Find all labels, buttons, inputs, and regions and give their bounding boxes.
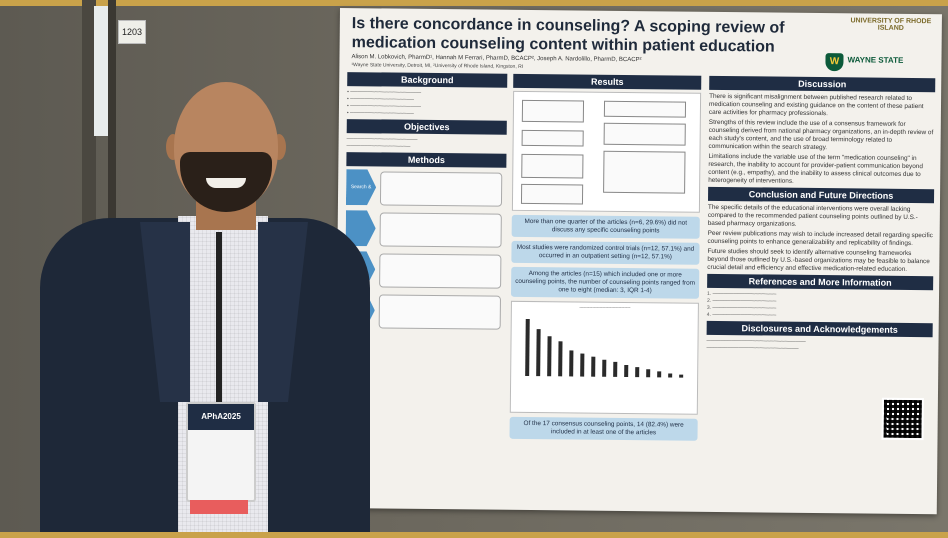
disclosures-text: ──────────────────────────── ────────────… — [706, 337, 806, 352]
counseling-points-chart: ──────────────── — [509, 300, 699, 415]
flow-box — [603, 150, 686, 194]
flow-box — [603, 100, 687, 118]
section-header-results: Results — [513, 73, 702, 90]
chart-bar — [657, 371, 662, 378]
flow-box — [521, 129, 584, 147]
chart-bar — [679, 374, 684, 378]
chart-bar — [558, 341, 563, 377]
chart-bar — [547, 336, 552, 377]
methods-box — [379, 171, 503, 207]
section-header-discussion: Discussion — [709, 75, 936, 93]
result-box: Of the 17 consensus counseling points, 1… — [509, 416, 698, 441]
chart-bar — [646, 369, 651, 378]
methods-box — [379, 253, 502, 289]
chart-title: ──────────────── — [579, 304, 631, 311]
chart-bar — [602, 359, 607, 377]
prisma-flow-diagram — [511, 90, 702, 213]
chart-bar — [635, 367, 640, 378]
poster-title: Is there concordance in counseling? A sc… — [351, 15, 785, 56]
poster-column-middle: Results More than one quarter of the art… — [509, 73, 702, 445]
background-window — [94, 6, 108, 136]
methods-box — [378, 294, 501, 330]
chart-bar — [624, 364, 629, 378]
chart-bar — [613, 361, 618, 377]
flow-box — [521, 99, 585, 123]
uri-logo: UNIVERSITY OF RHODE ISLAND — [850, 17, 932, 32]
flow-box — [520, 183, 584, 205]
frame-border-top — [0, 0, 948, 6]
conclusion-bullet: Peer review publications may wish to inc… — [707, 229, 933, 248]
frame-border-bottom — [0, 532, 948, 538]
result-box: More than one quarter of the articles (n… — [511, 214, 700, 239]
qr-code-icon — [881, 397, 924, 441]
presenter-person: APhA2025 — [40, 82, 380, 538]
chart-bar — [569, 350, 574, 377]
methods-box — [379, 212, 502, 248]
poster-column-right: Discussion There is significant misalign… — [706, 75, 936, 356]
wsu-logo-text: WAYNE STATE — [847, 55, 904, 65]
discussion-bullet: Limitations include the variable use of … — [708, 152, 923, 185]
discussion-bullet: There is significant misalignment betwee… — [708, 92, 924, 118]
result-box: Most studies were randomized control tri… — [511, 240, 700, 265]
lanyard — [216, 232, 222, 402]
section-header-conclusion: Conclusion and Future Directions — [708, 186, 935, 204]
booth-number-sign: 1203 — [118, 20, 146, 44]
badge-event-name: APhA2025 — [188, 404, 254, 430]
flow-box — [521, 153, 584, 179]
chart-bar — [525, 318, 530, 377]
chart-bar — [668, 373, 673, 378]
wsu-shield-icon: W — [825, 53, 844, 72]
smile — [206, 178, 246, 188]
chart-bar — [580, 353, 585, 377]
discussion-bullet: Strengths of this review include the use… — [708, 118, 934, 152]
chart-bar — [591, 356, 596, 377]
conclusion-bullet: The specific details of the educational … — [707, 203, 918, 228]
result-box: Among the articles (n=15) which included… — [510, 266, 700, 299]
conclusion-bullet: Future studies should seek to identify a… — [707, 247, 930, 273]
section-header-disclosures: Disclosures and Acknowledgements — [706, 320, 933, 338]
flow-box — [603, 122, 686, 146]
wsu-logo: W WAYNE STATE — [825, 51, 935, 74]
research-poster: Is there concordance in counseling? A sc… — [334, 8, 942, 515]
references-text: 1. ────────────────── 2. ────────────────… — [706, 290, 777, 319]
chart-bar — [536, 329, 541, 377]
section-header-references: References and More Information — [707, 273, 934, 291]
badge-ribbon — [190, 500, 248, 514]
conference-badge: APhA2025 — [186, 402, 256, 502]
